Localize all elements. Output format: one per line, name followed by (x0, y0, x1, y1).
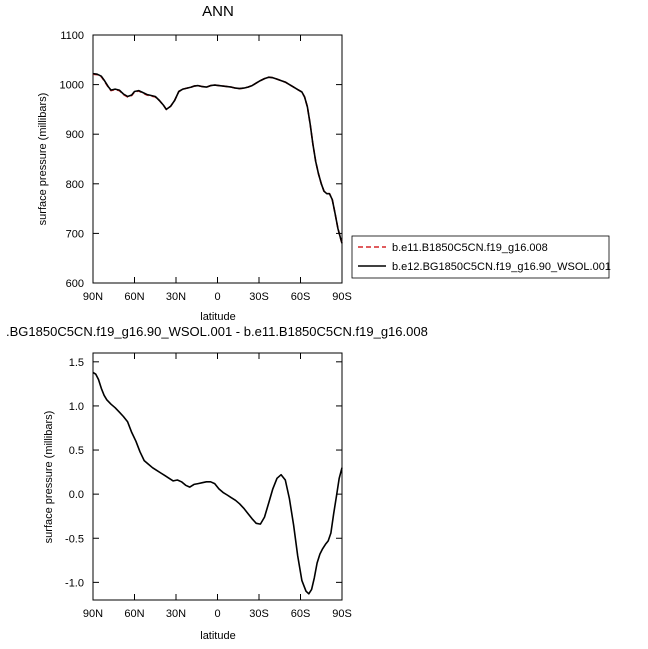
x-axis-label: latitude (200, 311, 235, 323)
series-group (92, 72, 343, 244)
x-tick-label: 0 (214, 608, 220, 620)
y-tick-label: -0.5 (65, 533, 84, 545)
x-tick-label: 60S (291, 608, 311, 620)
y-tick-label: 1.5 (69, 357, 84, 369)
panel-ann: ANN 90N 60N 30N 0 30S 60S 90S 600 700 800 900 1000 1… (37, 3, 611, 323)
panel-difference: .BG1850C5CN.f19_g16.90_WSOL.001 - b.e11.… (6, 324, 428, 642)
y-tick-label: 1000 (60, 80, 84, 92)
y-tick-label: -1.0 (65, 577, 84, 589)
y-tick-label: 1.0 (69, 401, 84, 413)
legend: b.e11.B1850C5CN.f19_g16.008 b.e12.BG1850… (351, 235, 611, 279)
x-tick-label: 90S (332, 608, 352, 620)
x-tick-label: 60N (124, 608, 144, 620)
x-axis-label: latitude (200, 630, 235, 642)
y-tick-label: 0.0 (69, 489, 84, 501)
y-tick-label: 1100 (60, 30, 84, 42)
y-axis-label: surface pressure (millibars) (43, 411, 55, 544)
y-axis-label: surface pressure (millibars) (37, 93, 49, 226)
legend-label-0: b.e11.B1850C5CN.f19_g16.008 (392, 242, 548, 254)
series-line-0 (92, 371, 343, 595)
plot-frame (92, 352, 343, 601)
tick-group: 90N 60N 30N 0 30S 60S 90S -1.0 -0.5 0.0 0.5 1.0 1.5 (65, 353, 352, 620)
chart-title: .BG1850C5CN.f19_g16.90_WSOL.001 - b.e11.… (6, 324, 428, 339)
y-tick-label: 700 (66, 228, 84, 240)
legend-label-1: b.e12.BG1850C5CN.f19_g16.90_WSOL.001 (392, 261, 611, 273)
y-tick-label: 600 (66, 278, 84, 290)
x-tick-label: 0 (214, 291, 220, 303)
x-tick-label: 90N (83, 291, 103, 303)
x-tick-label: 90S (332, 291, 352, 303)
x-tick-label: 30S (249, 291, 269, 303)
x-tick-label: 30N (166, 291, 186, 303)
legend-box (351, 235, 610, 279)
y-tick-label: 800 (66, 179, 84, 191)
series-line-1 (92, 72, 343, 244)
x-tick-label: 30S (249, 608, 269, 620)
chart-title: ANN (202, 3, 234, 20)
x-tick-label: 90N (83, 608, 103, 620)
x-tick-label: 60S (291, 291, 311, 303)
plot-frame (92, 34, 343, 284)
x-tick-label: 30N (166, 608, 186, 620)
y-tick-label: 0.5 (69, 445, 84, 457)
tick-group: 90N 60N 30N 0 30S 60S 90S 600 700 800 900 1000 1100 (60, 30, 352, 303)
y-tick-label: 900 (66, 129, 84, 141)
x-tick-label: 60N (124, 291, 144, 303)
series-group (92, 371, 343, 595)
